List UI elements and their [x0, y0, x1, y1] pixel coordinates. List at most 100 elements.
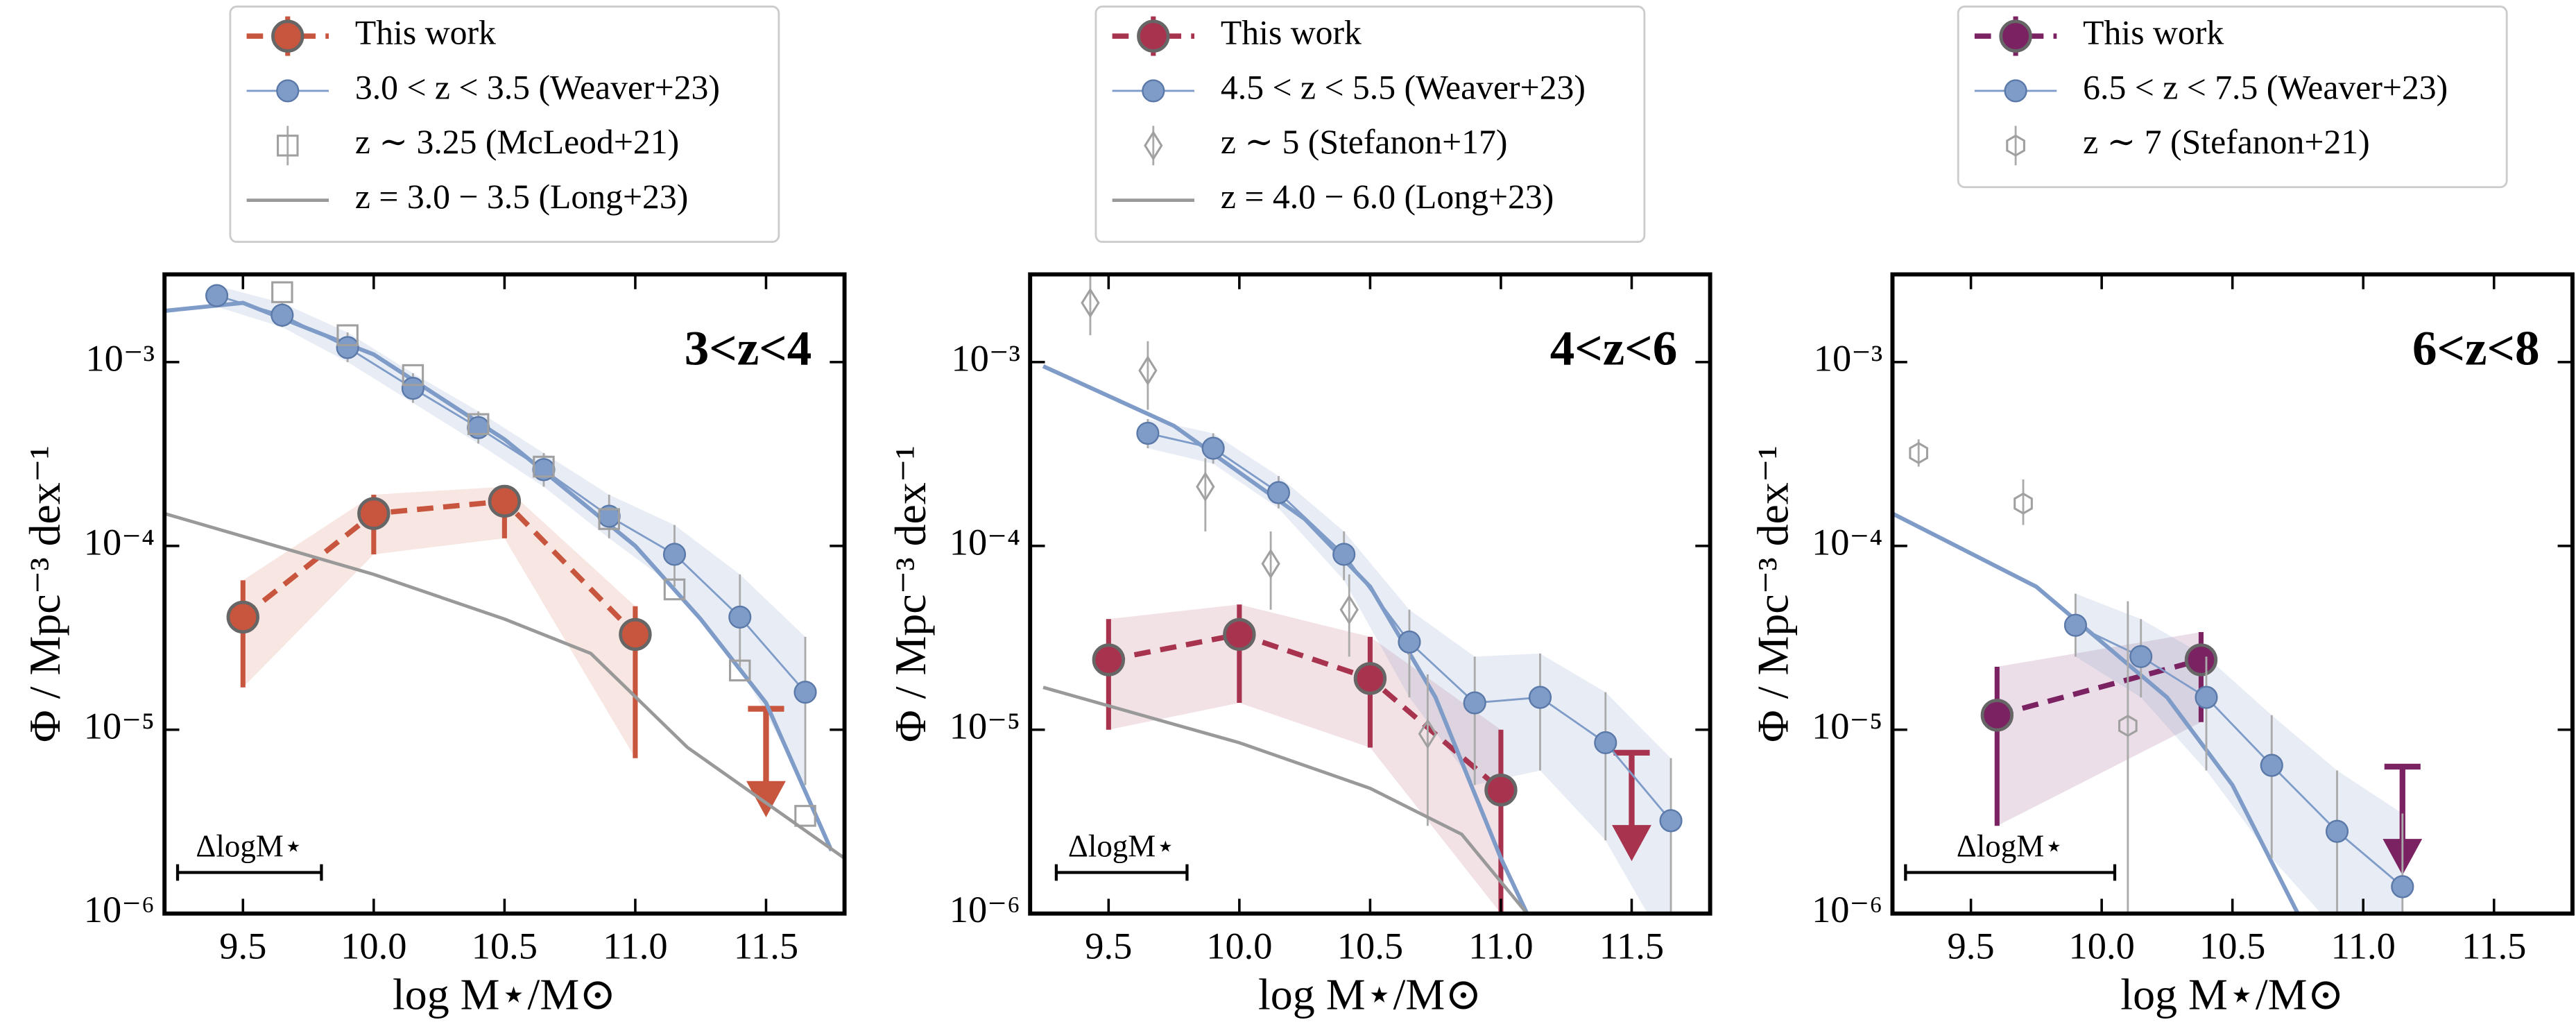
marker: [793, 681, 817, 704]
upper-limit-arrow: [1612, 825, 1651, 862]
x-tick-label: 11.5: [734, 924, 798, 966]
marker: [794, 805, 816, 827]
fit-curve: [164, 300, 834, 852]
error-band: [216, 285, 806, 785]
x-tick-label: 11.5: [2462, 924, 2526, 966]
legend-marker: [2004, 79, 2027, 103]
fit-curve: [1042, 364, 1529, 914]
y-tick-label: 10⁻⁴: [1812, 520, 1882, 563]
series-line: [164, 511, 845, 860]
marker: [1136, 421, 1160, 445]
plot-area: [1892, 439, 2423, 914]
marker: [1261, 548, 1280, 579]
marker: [402, 364, 424, 386]
marker: [1266, 481, 1291, 504]
marker: [1138, 355, 1158, 386]
resolution-label: ΔlogM⋆: [1068, 829, 1176, 864]
x-tick-label: 11.0: [1468, 924, 1533, 966]
marker: [1418, 718, 1438, 749]
legend-box: [229, 6, 780, 244]
marker: [1092, 643, 1126, 676]
legend-marker: [1137, 19, 1170, 53]
marker: [271, 303, 294, 327]
resolution-bar: [1904, 864, 2117, 881]
x-axis-label: log M⋆/M⊙: [2120, 970, 2344, 1019]
legend-marker: [1999, 19, 2032, 53]
x-tick-label: 10.5: [2199, 924, 2265, 966]
legend-label: z = 3.0 − 3.5 (Long+23): [355, 178, 688, 216]
legend-marker: [1142, 79, 1165, 103]
plot-area: [1042, 274, 1683, 914]
legend-box: [1094, 6, 1646, 244]
marker: [336, 324, 359, 346]
error-band: [1108, 604, 1501, 914]
marker: [619, 618, 652, 651]
x-tick-label: 9.5: [1085, 924, 1132, 966]
legend-label: 6.5 < z < 7.5 (Weaver+23): [2083, 68, 2448, 106]
legend-marker: [1144, 130, 1163, 161]
legend-marker: [277, 135, 299, 157]
panel-title: 3<z<4: [685, 321, 812, 375]
series-line: [1042, 685, 1529, 914]
y-tick-label: 10⁻³: [1814, 337, 1883, 379]
legend-label: 4.5 < z < 5.5 (Weaver+23): [1221, 68, 1586, 106]
y-tick-label: 10⁻⁶: [84, 888, 155, 930]
marker: [2184, 643, 2218, 676]
y-tick-label: 10⁻⁵: [84, 704, 155, 747]
legend-label: z ∼ 3.25 (McLeod+21): [355, 123, 679, 161]
legend-marker: [276, 79, 300, 103]
fit-curve: [1892, 511, 2300, 914]
marker: [488, 484, 522, 518]
error-band: [243, 486, 635, 758]
x-axis-label: log M⋆/M⊙: [393, 970, 617, 1019]
marker: [598, 508, 620, 530]
y-tick-label: 10⁻⁵: [1812, 704, 1882, 747]
series-line: [2075, 624, 2403, 888]
marker: [2325, 819, 2349, 843]
marker: [336, 336, 359, 359]
y-axis-label: Φ / Mpc⁻³ dex⁻¹: [20, 445, 69, 742]
marker: [2063, 613, 2088, 637]
y-tick-label: 10⁻⁴: [950, 520, 1020, 563]
marker: [357, 497, 390, 530]
resolution-label: ΔlogM⋆: [1957, 829, 2064, 864]
legend-label: 3.0 < z < 3.5 (Weaver+23): [355, 68, 720, 106]
legend-label: This work: [355, 14, 496, 52]
x-tick-label: 10.5: [472, 924, 538, 966]
x-tick-label: 11.0: [603, 924, 667, 966]
legend-label: z ∼ 5 (Stefanon+17): [1221, 123, 1507, 161]
upper-limit: [1612, 749, 1651, 862]
y-tick-label: 10⁻⁵: [950, 704, 1020, 747]
marker: [1484, 773, 1518, 807]
marker: [728, 605, 752, 629]
marker: [2260, 753, 2283, 777]
y-tick-label: 10⁻³: [951, 337, 1020, 379]
marker: [226, 600, 259, 634]
marker: [1463, 691, 1486, 715]
marker: [1196, 471, 1215, 502]
resolution-bar: [175, 864, 323, 881]
marker: [1398, 630, 1421, 654]
y-tick-label: 10⁻⁶: [950, 888, 1020, 930]
marker: [1201, 436, 1225, 460]
panel-title: 4<z<6: [1550, 321, 1678, 375]
marker: [205, 284, 229, 307]
series-line: [1996, 657, 2202, 718]
resolution-label: ΔlogM⋆: [196, 829, 303, 864]
marker: [1223, 618, 1256, 651]
marker: [467, 416, 490, 439]
marker: [2129, 645, 2153, 668]
y-axis-label: Φ / Mpc⁻³ dex⁻¹: [1748, 445, 1797, 742]
upper-limit: [746, 706, 786, 817]
marker: [729, 659, 751, 682]
marker: [1081, 287, 1100, 318]
marker: [1659, 809, 1683, 833]
marker: [1980, 699, 2014, 732]
marker: [2391, 875, 2414, 898]
marker: [2013, 492, 2033, 515]
marker: [2195, 685, 2218, 709]
marker: [1594, 731, 1617, 755]
series-line: [216, 294, 807, 693]
marker: [467, 413, 490, 435]
marker: [1353, 662, 1387, 695]
